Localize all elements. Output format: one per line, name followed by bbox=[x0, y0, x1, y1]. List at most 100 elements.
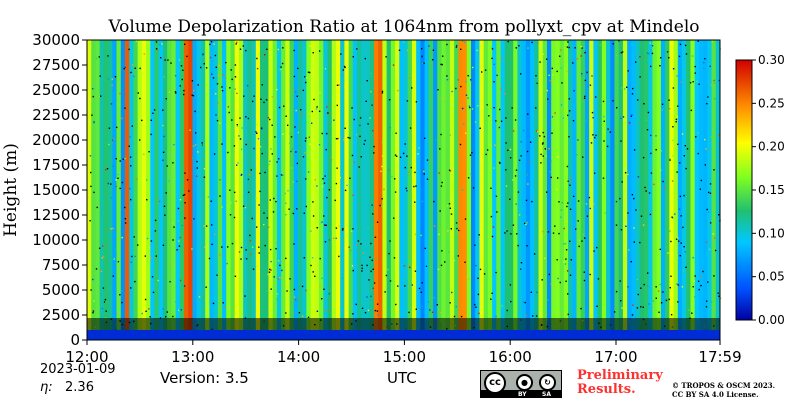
heatmap-speckle bbox=[252, 100, 254, 103]
heatmap-speckle bbox=[179, 236, 182, 239]
heatmap-speckle bbox=[256, 67, 259, 70]
heatmap-column bbox=[222, 40, 227, 330]
heatmap-speckle bbox=[321, 185, 324, 188]
heatmap-speckle bbox=[417, 153, 419, 155]
preliminary-line1: Preliminary bbox=[577, 368, 663, 383]
heatmap-speckle bbox=[509, 198, 511, 200]
heatmap-speckle bbox=[506, 230, 508, 232]
heatmap-column bbox=[707, 40, 712, 330]
heatmap-speckle bbox=[196, 160, 198, 163]
heatmap-column bbox=[487, 40, 493, 330]
heatmap-speckle bbox=[218, 256, 221, 258]
heatmap-column bbox=[129, 40, 134, 330]
heatmap-speckle bbox=[270, 148, 272, 150]
heatmap-speckle bbox=[93, 191, 95, 194]
heatmap-speckle bbox=[448, 251, 450, 253]
heatmap-speckle bbox=[245, 142, 247, 145]
cc-sa-text: SA bbox=[542, 391, 551, 398]
heatmap-speckle bbox=[367, 309, 370, 312]
chart-title: Volume Depolarization Ratio at 1064nm fr… bbox=[108, 17, 700, 37]
copyright-notice: © TROPOS & OSCM 2023. CC BY SA 4.0 Licen… bbox=[672, 381, 775, 399]
heatmap-speckle bbox=[376, 303, 379, 305]
x-tick-label: 17:59 bbox=[698, 348, 741, 366]
heatmap-column bbox=[669, 40, 674, 330]
heatmap-speckle bbox=[100, 95, 102, 97]
heatmap-column bbox=[652, 40, 658, 330]
heatmap-speckle bbox=[131, 125, 133, 127]
heatmap-speckle bbox=[279, 264, 281, 267]
heatmap-speckle bbox=[235, 43, 237, 45]
heatmap-speckle bbox=[660, 169, 662, 171]
heatmap-speckle bbox=[264, 244, 266, 247]
heatmap-column bbox=[268, 40, 274, 330]
heatmap-speckle bbox=[581, 240, 583, 242]
heatmap-speckle bbox=[580, 45, 582, 48]
heatmap-speckle bbox=[709, 65, 711, 67]
heatmap-speckle bbox=[406, 100, 409, 102]
heatmap-column bbox=[399, 40, 404, 330]
heatmap-speckle bbox=[415, 101, 418, 103]
heatmap-speckle bbox=[236, 125, 239, 128]
heatmap-speckle bbox=[621, 307, 623, 309]
heatmap-speckle bbox=[166, 311, 168, 313]
heatmap-speckle bbox=[146, 179, 148, 181]
heatmap-column bbox=[226, 40, 231, 330]
heatmap-speckle bbox=[107, 78, 109, 80]
heatmap-speckle bbox=[439, 148, 441, 150]
heatmap-column bbox=[589, 40, 594, 330]
heatmap-speckle bbox=[99, 75, 101, 77]
heatmap-speckle bbox=[636, 278, 639, 281]
heatmap-speckle bbox=[477, 293, 480, 296]
heatmap-speckle bbox=[389, 127, 391, 129]
heatmap-speckle bbox=[227, 151, 229, 154]
heatmap-speckle bbox=[236, 124, 238, 126]
heatmap-speckle bbox=[285, 257, 287, 260]
heatmap-speckle bbox=[249, 224, 251, 226]
heatmap-speckle bbox=[603, 140, 605, 142]
x-axis-ticks: 12:00 13:00 14:00 15:00 16:00 17:00 17:59 bbox=[65, 340, 742, 366]
heatmap-speckle bbox=[514, 175, 517, 177]
heatmap-speckle bbox=[217, 102, 219, 104]
heatmap-column bbox=[91, 40, 96, 330]
heatmap-speckle bbox=[550, 283, 552, 285]
heatmap-speckle bbox=[320, 221, 323, 224]
heatmap-speckle bbox=[474, 244, 476, 246]
heatmap-speckle bbox=[615, 224, 618, 226]
heatmap-speckle bbox=[236, 41, 238, 44]
heatmap-speckle bbox=[457, 79, 459, 81]
heatmap-column bbox=[458, 40, 463, 330]
heatmap-speckle bbox=[593, 203, 595, 205]
heatmap-speckle bbox=[621, 51, 624, 53]
heatmap-speckle bbox=[499, 108, 501, 111]
heatmap-column bbox=[116, 40, 122, 330]
heatmap-speckle bbox=[529, 141, 532, 143]
heatmap-speckle bbox=[515, 203, 517, 205]
heatmap-speckle bbox=[643, 103, 645, 105]
heatmap-speckle bbox=[566, 205, 568, 208]
heatmap-speckle bbox=[351, 265, 354, 267]
heatmap-speckle bbox=[520, 73, 522, 75]
y-tick-label: 25000 bbox=[32, 81, 80, 99]
heatmap-speckle bbox=[360, 243, 362, 245]
heatmap-speckle bbox=[175, 92, 177, 94]
heatmap-column bbox=[618, 40, 624, 330]
heatmap-column bbox=[213, 40, 219, 330]
heatmap-speckle bbox=[191, 157, 194, 159]
heatmap-speckle bbox=[539, 131, 541, 133]
heatmap-speckle bbox=[316, 106, 318, 108]
heatmap-speckle bbox=[677, 237, 679, 239]
heatmap-speckle bbox=[172, 239, 174, 241]
heatmap-speckle bbox=[520, 262, 523, 264]
heatmap-speckle bbox=[674, 213, 676, 215]
heatmap-speckle bbox=[609, 131, 611, 133]
heatmap-speckle bbox=[626, 86, 628, 88]
heatmap-speckle bbox=[134, 67, 136, 69]
heatmap-speckle bbox=[352, 228, 354, 230]
heatmap-speckle bbox=[239, 117, 241, 119]
heatmap-speckle bbox=[211, 73, 213, 75]
heatmap-speckle bbox=[470, 173, 472, 175]
heatmap-speckle bbox=[178, 309, 180, 312]
heatmap-speckle bbox=[179, 279, 182, 282]
heatmap-speckle bbox=[240, 246, 243, 249]
heatmap-speckle bbox=[410, 166, 412, 169]
